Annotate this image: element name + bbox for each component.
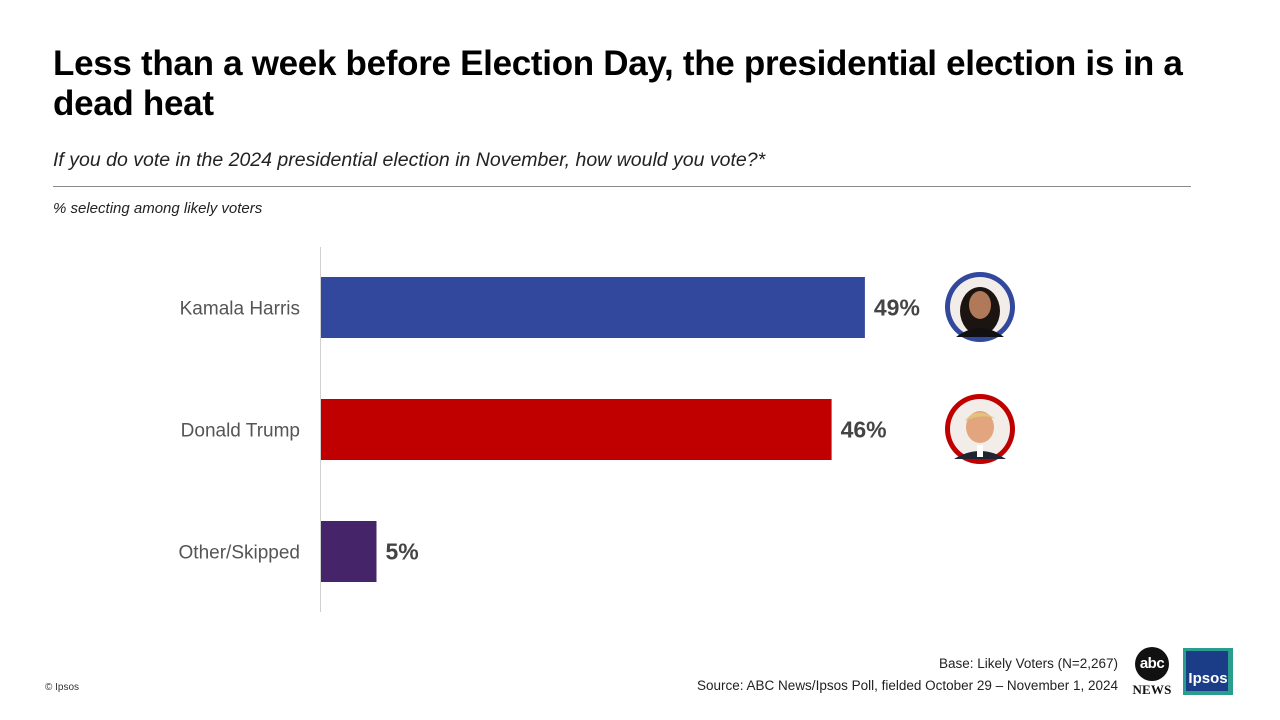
value-label-donald-trump: 46%	[841, 417, 887, 443]
value-label-other-skipped: 5%	[386, 539, 419, 565]
abc-logo-circle: abc	[1135, 647, 1169, 681]
chart-subtitle: If you do vote in the 2024 presidential …	[53, 149, 766, 171]
ipsos-logo: Ipsos	[1183, 648, 1233, 695]
abc-logo-news: NEWS	[1132, 682, 1172, 697]
portrait-face-kamala-harris	[969, 291, 991, 319]
category-label-donald-trump: Donald Trump	[181, 421, 300, 442]
copyright: © Ipsos	[45, 682, 80, 693]
portrait-face-donald-trump	[966, 411, 994, 443]
portrait-shirt-donald-trump	[977, 445, 983, 457]
footer-source: Source: ABC News/Ipsos Poll, fielded Oct…	[697, 678, 1118, 693]
chart-note: % selecting among likely voters	[53, 200, 263, 217]
bars-group: Kamala Harris 49% Donald Trump 46% Other/Ski…	[179, 277, 920, 582]
chart-title: Less than a week before Election Day, th…	[53, 44, 1183, 123]
bar-donald-trump	[321, 399, 832, 460]
portrait-hair-donald-trump	[965, 412, 996, 421]
category-label-other-skipped: Other/Skipped	[179, 543, 300, 564]
ipsos-logo-inner	[1186, 651, 1228, 691]
ipsos-logo-text: Ipsos	[1188, 670, 1228, 687]
header-divider	[53, 186, 1191, 187]
category-label-kamala-harris: Kamala Harris	[180, 299, 300, 320]
bar-kamala-harris	[321, 277, 865, 338]
abc-news-logo: abc NEWS	[1130, 647, 1174, 697]
footer-base: Base: Likely Voters (N=2,267)	[939, 656, 1118, 671]
bar-other-skipped	[321, 521, 377, 582]
portrait-donald-trump	[945, 394, 1015, 464]
value-label-kamala-harris: 49%	[874, 295, 920, 321]
portrait-jacket-kamala-harris	[956, 328, 1004, 337]
portraits-group	[945, 272, 1015, 464]
portrait-kamala-harris	[945, 272, 1015, 342]
